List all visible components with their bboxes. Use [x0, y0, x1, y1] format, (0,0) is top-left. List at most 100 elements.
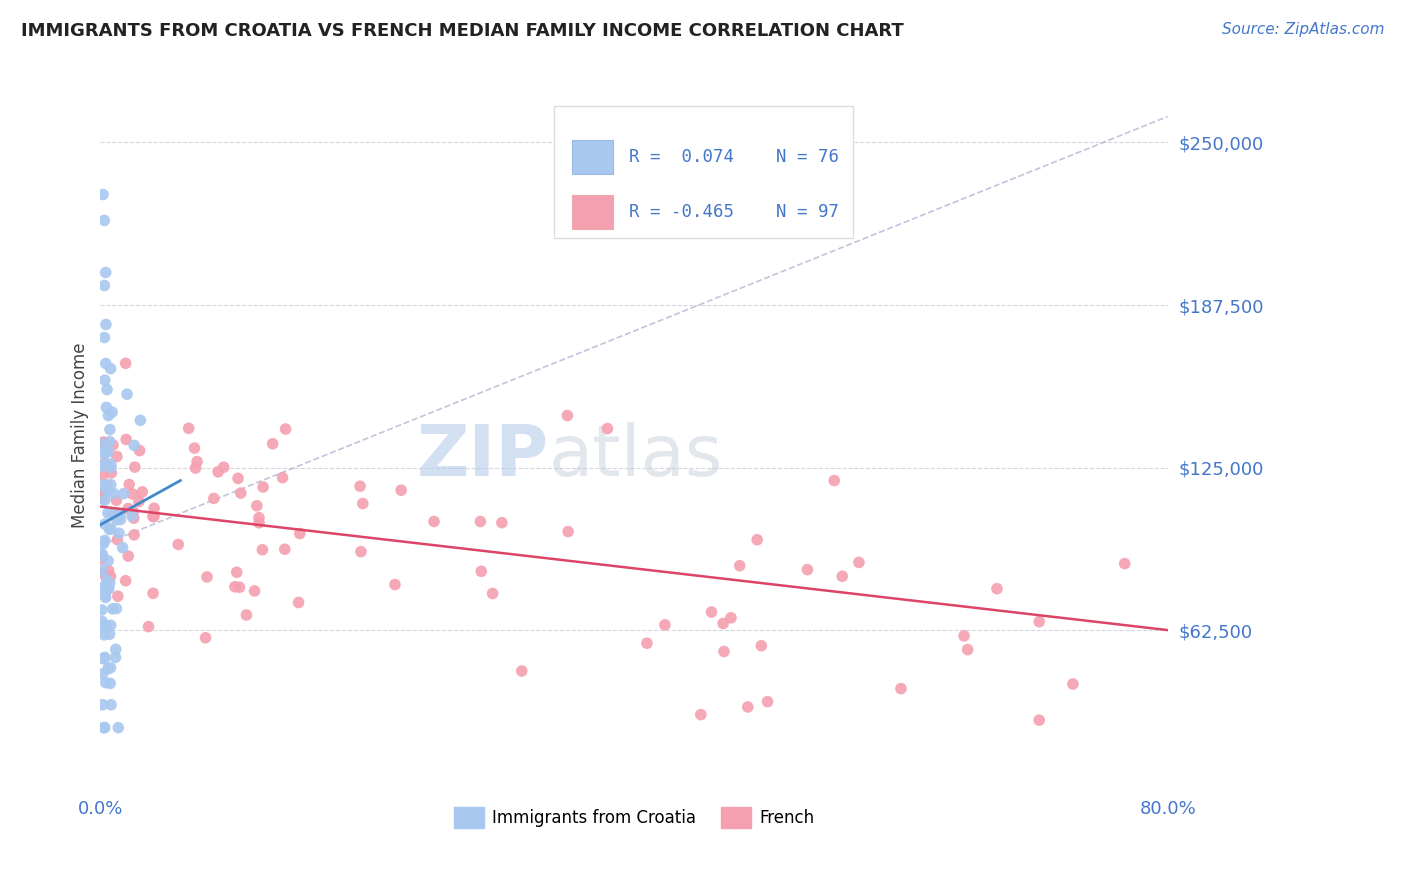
Point: [737, 700, 759, 714]
Point: [93, 651, 115, 665]
Point: [389, 483, 412, 498]
Point: [93, 586, 115, 600]
Point: [98, 576, 121, 591]
Point: [115, 433, 138, 447]
Point: [167, 537, 190, 551]
Point: [796, 563, 818, 577]
Text: R =  0.074    N = 76: R = 0.074 N = 76: [628, 148, 839, 166]
Point: [183, 441, 205, 455]
Point: [101, 438, 124, 452]
Point: [96, 573, 118, 587]
Point: [91, 651, 114, 665]
Point: [105, 601, 128, 615]
Point: [831, 569, 853, 583]
Point: [142, 509, 165, 524]
Point: [91, 478, 114, 492]
Point: [90, 549, 112, 563]
Point: [105, 450, 128, 464]
Point: [720, 611, 742, 625]
Point: [91, 187, 114, 202]
Point: [93, 628, 115, 642]
Point: [108, 526, 131, 541]
Text: ZIP: ZIP: [416, 422, 548, 491]
Point: [274, 422, 297, 436]
Point: [142, 586, 165, 600]
Point: [94, 446, 117, 460]
Point: [100, 457, 122, 471]
Point: [90, 459, 112, 474]
Point: [96, 618, 118, 632]
Point: [100, 522, 122, 536]
Point: [423, 515, 446, 529]
Point: [491, 516, 513, 530]
Point: [93, 330, 115, 344]
Point: [128, 494, 150, 508]
Point: [91, 435, 114, 450]
Point: [177, 421, 200, 435]
Point: [91, 566, 114, 581]
Point: [107, 721, 129, 735]
Point: [228, 580, 250, 594]
Point: [105, 509, 128, 524]
Text: R = -0.465    N = 97: R = -0.465 N = 97: [628, 203, 839, 221]
Point: [713, 644, 735, 658]
Point: [93, 213, 115, 227]
Point: [352, 496, 374, 510]
Point: [100, 698, 122, 712]
Point: [143, 509, 166, 524]
Point: [94, 576, 117, 591]
Point: [104, 650, 127, 665]
Point: [118, 477, 141, 491]
Point: [94, 357, 117, 371]
Point: [195, 570, 218, 584]
Point: [122, 505, 145, 519]
Point: [94, 516, 117, 531]
Text: atlas: atlas: [548, 422, 723, 491]
Point: [91, 620, 114, 634]
Point: [100, 361, 122, 376]
Point: [194, 631, 217, 645]
Point: [94, 493, 117, 508]
Point: [711, 616, 734, 631]
Point: [91, 437, 114, 451]
Point: [91, 491, 114, 506]
FancyBboxPatch shape: [554, 106, 853, 238]
Point: [94, 436, 117, 450]
Point: [350, 544, 373, 558]
Point: [93, 447, 115, 461]
Point: [100, 661, 122, 675]
Point: [107, 589, 129, 603]
Point: [481, 586, 503, 600]
Point: [271, 470, 294, 484]
Point: [124, 438, 146, 452]
Point: [93, 721, 115, 735]
Point: [98, 676, 121, 690]
Point: [225, 566, 247, 580]
Point: [956, 642, 979, 657]
Point: [94, 588, 117, 602]
Point: [96, 478, 118, 492]
Point: [122, 528, 145, 542]
Point: [90, 582, 112, 596]
Point: [100, 618, 122, 632]
Point: [97, 662, 120, 676]
Point: [91, 552, 114, 566]
Point: [1028, 713, 1050, 727]
Point: [90, 603, 112, 617]
Point: [117, 549, 139, 564]
Point: [384, 577, 406, 591]
Point: [288, 526, 311, 541]
Point: [97, 554, 120, 568]
Point: [97, 582, 120, 596]
Point: [243, 583, 266, 598]
Point: [747, 533, 769, 547]
Point: [104, 642, 127, 657]
Point: [186, 454, 208, 468]
Point: [247, 510, 270, 524]
Point: [111, 541, 134, 555]
Point: [823, 474, 845, 488]
Bar: [572, 195, 613, 229]
Point: [105, 513, 128, 527]
Point: [91, 667, 114, 681]
Point: [94, 533, 117, 548]
